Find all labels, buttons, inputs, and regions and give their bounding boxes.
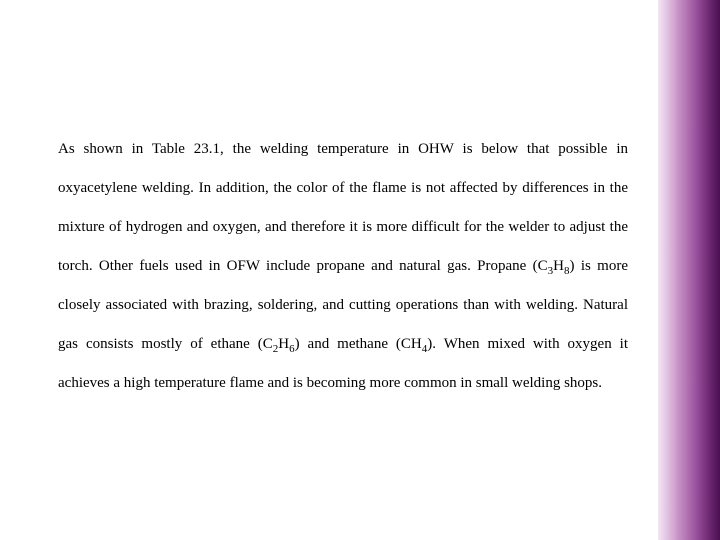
subscript: 3 [548,265,554,277]
subscript: 6 [289,343,295,355]
decorative-sidebar-gradient [658,0,720,540]
body-paragraph: As shown in Table 23.1, the welding temp… [58,130,628,403]
slide-body: As shown in Table 23.1, the welding temp… [58,130,628,403]
subscript: 8 [564,265,570,277]
subscript: 2 [273,343,279,355]
subscript: 4 [422,343,428,355]
